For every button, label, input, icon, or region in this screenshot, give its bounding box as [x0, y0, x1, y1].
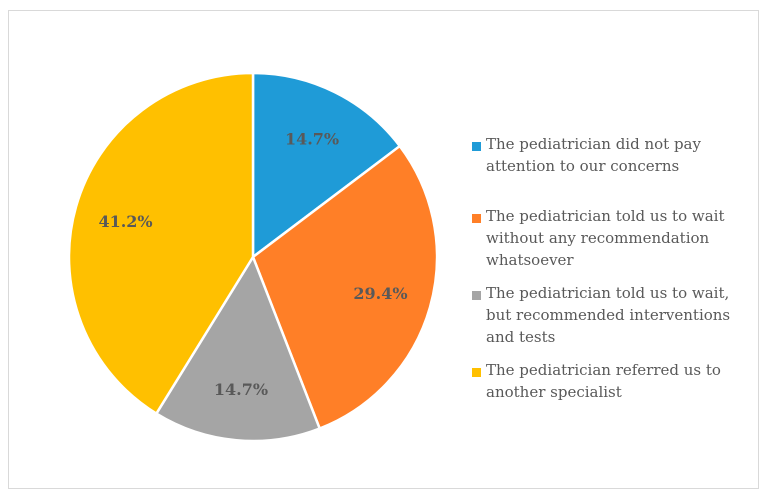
legend-swatch: [472, 214, 481, 223]
legend-label: The pediatrician told us to wait, but re…: [486, 284, 731, 346]
legend-swatch: [472, 368, 481, 377]
pie-slice: [251, 144, 439, 430]
data-label: 14.7%: [285, 129, 339, 148]
pie-slice: [251, 71, 402, 259]
legend-label: The pediatrician referred us to another …: [486, 361, 721, 401]
legend-swatch: [472, 291, 481, 300]
legend-label: The pediatrician did not pay attention t…: [486, 135, 701, 175]
data-label: 41.2%: [98, 212, 152, 231]
pie-slice: [155, 255, 321, 443]
data-label: 14.7%: [214, 380, 268, 399]
pie-slice: [67, 71, 255, 415]
legend-label: The pediatrician told us to wait without…: [486, 207, 725, 269]
legend-swatch: [472, 142, 481, 151]
data-label: 29.4%: [353, 284, 407, 303]
